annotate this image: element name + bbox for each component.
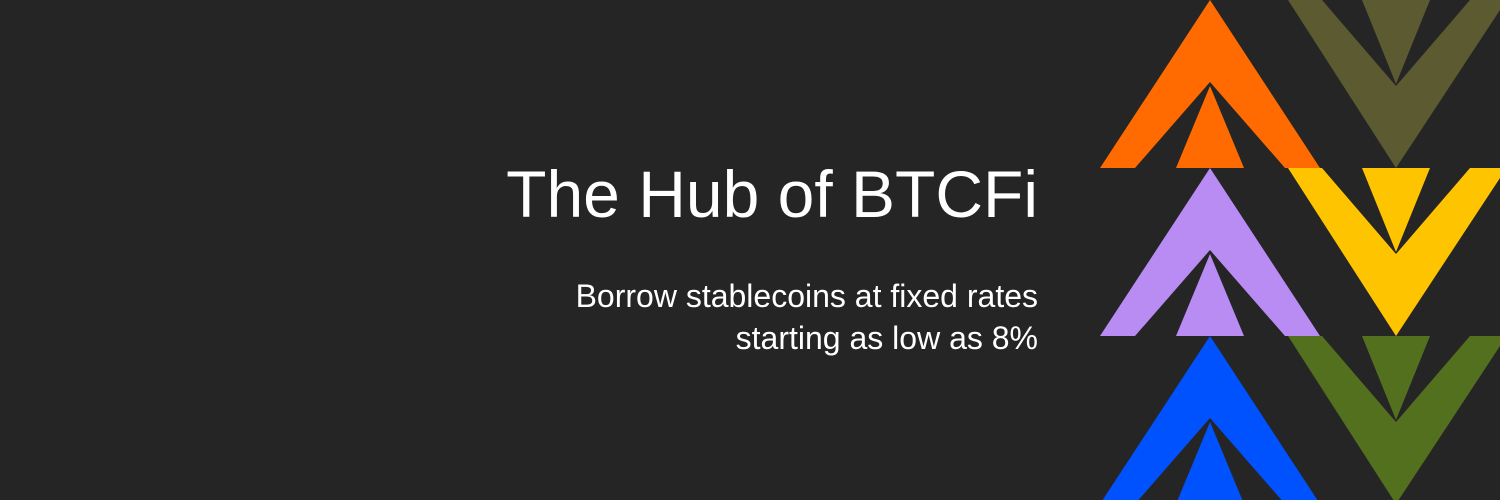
banner-title: The Hub of BTCFi [506,157,1038,231]
lavender-up-triangle-icon [1176,254,1244,336]
olive-down-chevron-icon [1288,0,1500,168]
orange-up-triangle-icon [1176,86,1244,168]
chevron-pattern-graphic [1100,0,1500,500]
blue-up-chevron-icon [1102,336,1318,500]
subtitle-line-2: starting as low as 8% [735,320,1038,356]
lavender-up-chevron-icon [1100,168,1320,336]
orange-up-chevron-icon [1100,0,1320,168]
up-chevron-row-1 [1100,0,1320,168]
green-down-triangle-icon [1362,336,1430,420]
yellow-down-chevron-icon [1288,168,1500,336]
up-chevron-row-3 [1102,336,1318,500]
down-chevron-row-3 [1288,336,1500,500]
banner-subtitle: Borrow stablecoins at fixed rates starti… [438,275,1038,359]
down-chevron-row-1 [1288,0,1500,168]
blue-up-triangle-icon [1177,422,1243,500]
down-chevron-row-2 [1288,168,1500,336]
olive-down-triangle-icon [1362,0,1430,84]
yellow-down-triangle-icon [1362,168,1430,252]
green-down-chevron-icon [1288,336,1500,500]
up-chevron-row-2 [1100,168,1320,336]
subtitle-line-1: Borrow stablecoins at fixed rates [575,278,1038,314]
